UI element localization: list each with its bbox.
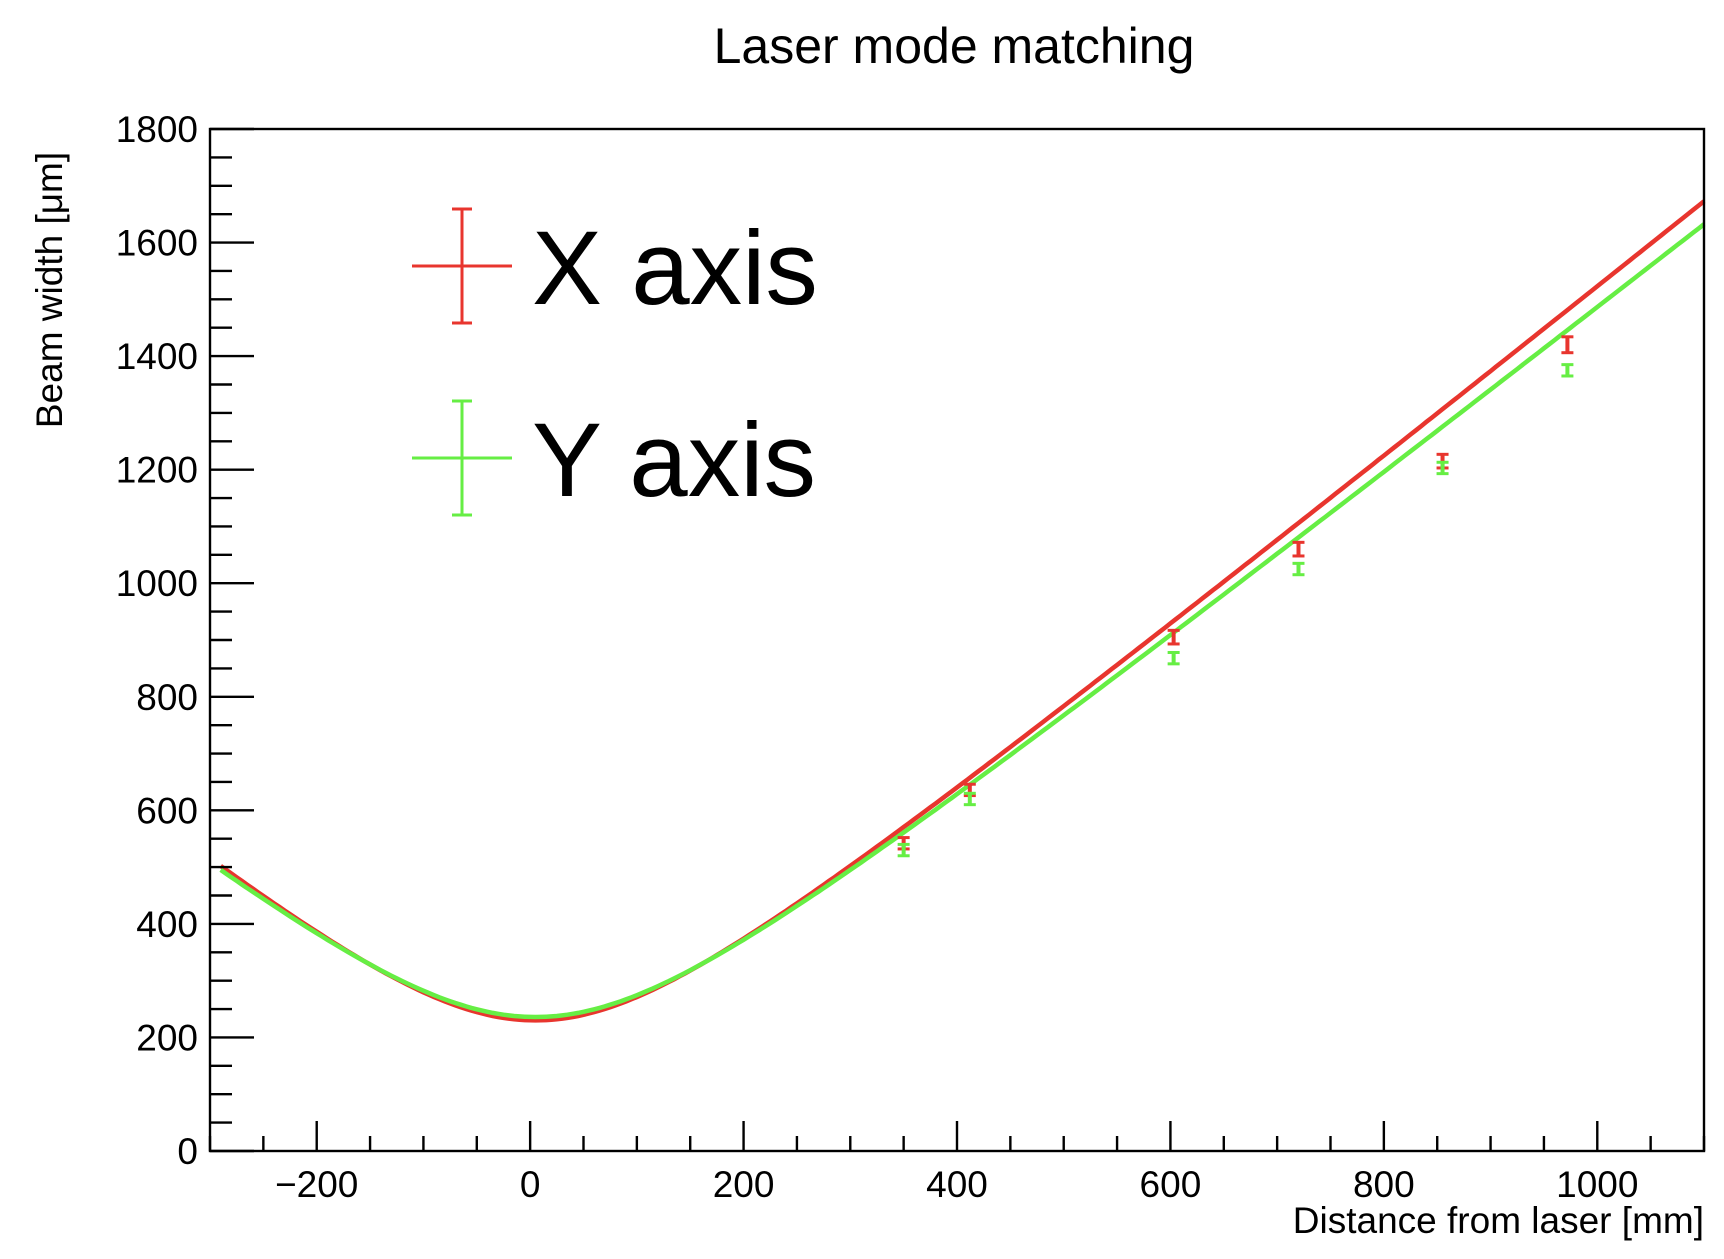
data-point-x-axis <box>1167 628 1180 646</box>
data-point-y-axis <box>1167 650 1180 666</box>
data-point-y-axis <box>897 842 910 858</box>
x-tick-label: −200 <box>275 1164 358 1205</box>
x-tick-label: 600 <box>1140 1164 1202 1205</box>
x-axis-ticks: −200 0 200 400 600 800 1000 <box>208 1121 1706 1205</box>
x-tick-label: 200 <box>713 1164 775 1205</box>
y-tick-label: 600 <box>136 790 198 831</box>
fit-line-x-axis <box>219 199 1706 1023</box>
x-axis-title: Distance from laser [mm] <box>1293 1200 1704 1241</box>
chart-title: Laser mode matching <box>714 18 1195 74</box>
y-axis-title: Beam width [μm] <box>29 152 70 428</box>
fit-line-y-axis <box>219 222 1706 1020</box>
y-tick-label: 1600 <box>116 223 198 264</box>
data-points <box>897 335 1574 858</box>
legend-label-y-axis: Y axis <box>532 402 816 519</box>
y-tick-label: 0 <box>177 1131 198 1172</box>
data-point-y-axis <box>963 791 976 807</box>
y-tick-label: 800 <box>136 677 198 718</box>
x-tick-label: 0 <box>520 1164 541 1205</box>
y-tick-label: 400 <box>136 904 198 945</box>
y-tick-label: 1200 <box>116 450 198 491</box>
legend-entry-x-axis: X axis <box>412 207 818 327</box>
y-tick-label: 1000 <box>116 563 198 604</box>
legend-entry-y-axis: Y axis <box>412 399 816 519</box>
data-point-y-axis <box>1436 460 1449 476</box>
y-axis-ticks: 0 200 400 600 800 1000 1200 1400 1600 1800 <box>116 109 254 1172</box>
x-tick-label: 800 <box>1353 1164 1415 1205</box>
x-tick-label: 400 <box>926 1164 988 1205</box>
legend: X axis Y axis <box>412 207 818 519</box>
data-point-y-axis <box>1292 561 1305 577</box>
y-tick-label: 1800 <box>116 109 198 150</box>
y-tick-label: 1400 <box>116 336 198 377</box>
data-point-x-axis <box>1561 335 1574 355</box>
y-tick-label: 200 <box>136 1017 198 1058</box>
fit-lines <box>219 199 1706 1023</box>
x-tick-label: 1000 <box>1556 1164 1638 1205</box>
legend-label-x-axis: X axis <box>532 210 818 327</box>
data-point-x-axis <box>1292 540 1305 558</box>
data-point-y-axis <box>1561 363 1574 378</box>
